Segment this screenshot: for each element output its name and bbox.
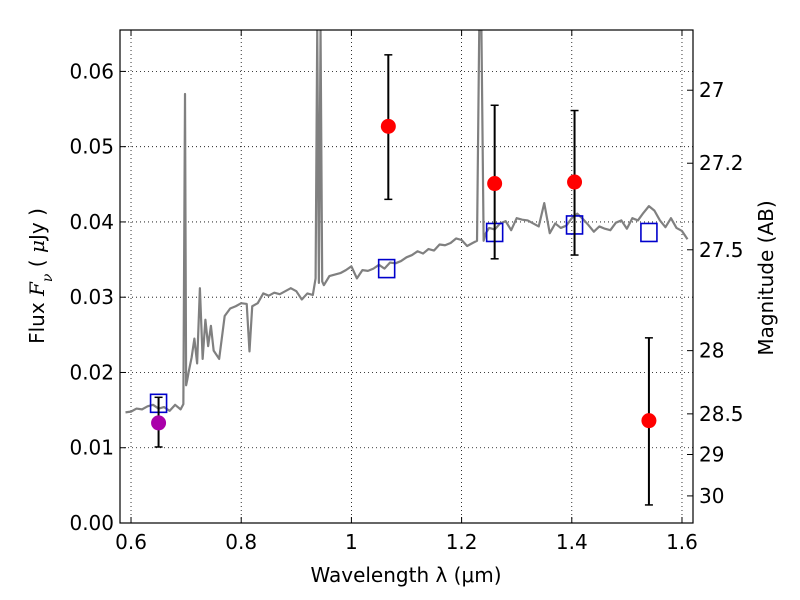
observed-photometry-point — [151, 415, 167, 431]
x-axis-label: Wavelength λ (μm) — [310, 563, 501, 587]
synthetic-photometry-square — [640, 222, 658, 243]
y-tick-label: 0.03 — [69, 285, 114, 309]
y-tick-label: 0.04 — [69, 210, 114, 234]
plot-frame — [119, 29, 694, 524]
x-tick-label: 1 — [345, 530, 358, 554]
right-tick-label: 27.2 — [699, 151, 744, 175]
y-axis-label: Flux Fν ( μJy ) — [25, 208, 56, 344]
right-axis-label: Magnitude (AB) — [754, 200, 778, 355]
axis-ticks: 0.6 0.8 1 1.2 1.4 1.6 0.00 0.01 0.02 0.03 0.04 0.05… — [69, 30, 744, 554]
right-tick-label: 29 — [699, 443, 724, 467]
y-tick-label: 0.00 — [69, 511, 114, 535]
x-tick-label: 0.8 — [225, 530, 257, 554]
x-tick-label: 1.4 — [556, 530, 588, 554]
y-tick-label: 0.01 — [69, 436, 114, 460]
x-tick-label: 1.6 — [666, 530, 698, 554]
right-tick-label: 30 — [699, 484, 724, 508]
right-tick-label: 27 — [699, 78, 724, 102]
y-tick-label: 0.02 — [69, 360, 114, 384]
right-tick-label: 28.5 — [699, 402, 744, 426]
synthetic-photometry-square — [377, 258, 396, 279]
observed-photometry-point — [380, 118, 396, 134]
x-tick-label: 1.2 — [446, 530, 478, 554]
x-tick-label: 0.6 — [115, 530, 147, 554]
y-tick-label: 0.06 — [69, 59, 114, 83]
observed-photometry-point — [487, 176, 503, 192]
y-tick-label: 0.05 — [69, 135, 114, 159]
observed-photometry-point — [641, 413, 657, 429]
right-tick-label: 28 — [699, 339, 724, 363]
right-tick-label: 27.5 — [699, 238, 744, 262]
data-markers — [149, 54, 658, 506]
observed-photometry-point — [567, 174, 583, 190]
